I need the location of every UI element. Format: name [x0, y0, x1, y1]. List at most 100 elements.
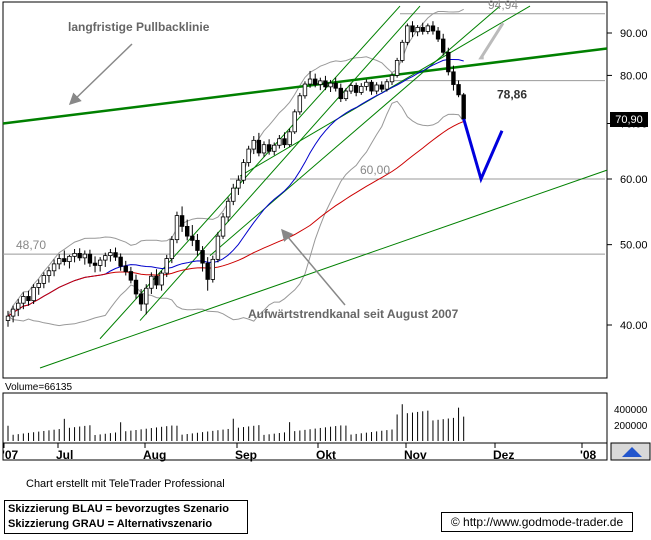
candle-body — [456, 84, 461, 96]
channel-arrow — [281, 228, 346, 306]
grey-scenario-sketch — [478, 22, 505, 60]
channel-mid-line — [209, 5, 501, 256]
candle-body — [261, 144, 267, 154]
candle-body — [348, 85, 354, 92]
price-level-labels: 94,94 78,86 60,00 48,70 — [16, 0, 527, 252]
chart-credit: Chart erstellt mit TeleTrader Profession… — [26, 478, 225, 490]
pullback-annotation: langfristige Pullbacklinie — [68, 20, 210, 34]
candle-body — [62, 258, 67, 263]
candle-body — [415, 27, 420, 33]
scenario-sketches — [462, 22, 505, 184]
candle-body — [92, 262, 98, 266]
candle-body — [97, 259, 103, 266]
bollinger-upper — [7, 8, 464, 317]
copyright-icon: © — [450, 515, 460, 529]
website-link[interactable]: © http://www.godmode-trader.de — [441, 512, 633, 532]
legend-grey: Skizzierung GRAU = Alternativszenario — [8, 518, 213, 530]
moving-averages — [7, 59, 464, 317]
candle-body — [72, 252, 77, 257]
level-label: 60,00 — [360, 163, 390, 177]
candle-body — [379, 84, 384, 90]
candle-body — [225, 200, 231, 218]
x-tick-label: Nov — [404, 448, 427, 462]
candle-body — [287, 131, 292, 146]
candle-body — [210, 258, 215, 280]
candle-body — [312, 78, 318, 85]
candle-body — [446, 51, 451, 73]
legend-blue: Skizzierung BLAU = bevorzugtes Szenario — [8, 503, 229, 515]
candle-body — [297, 95, 303, 113]
candle-body — [154, 275, 159, 286]
candle-body — [389, 75, 395, 83]
candle-body — [123, 265, 128, 272]
candle-body — [440, 38, 446, 53]
candle-body — [118, 256, 123, 267]
candle-body — [159, 272, 164, 286]
channel-upper-line — [139, 5, 421, 321]
candle-body — [430, 25, 436, 32]
candle-body — [246, 148, 251, 163]
candle-body — [190, 235, 195, 241]
candle-body — [67, 255, 72, 263]
y-tick-label: 60.00 — [620, 174, 648, 186]
candle-body — [144, 287, 149, 305]
x-tick-label: Aug — [143, 448, 166, 462]
candle-body — [108, 252, 113, 257]
level-label: 78,86 — [497, 88, 527, 102]
candle-body — [394, 60, 400, 76]
channel-lower-line — [39, 169, 608, 369]
candle-body — [369, 81, 374, 92]
bollinger-lower — [7, 100, 465, 327]
candle-body — [241, 162, 246, 181]
candle-body — [179, 215, 185, 227]
candle-body — [46, 270, 52, 276]
candle-body — [374, 84, 379, 92]
candle-body — [328, 82, 333, 88]
candle-body — [333, 82, 338, 89]
candle-body — [51, 263, 57, 272]
candle-body — [26, 296, 31, 302]
candle-body — [318, 80, 323, 85]
candle-body — [220, 216, 226, 237]
candle-body — [200, 250, 205, 264]
candle-body — [425, 25, 431, 32]
price-panel-frame — [2, 1, 608, 379]
candle-body — [420, 27, 425, 32]
pullback-arrow — [68, 43, 133, 106]
x-axis-panel — [2, 442, 608, 461]
candle-body — [184, 225, 190, 237]
current-price-label: 70,90 — [615, 114, 643, 126]
candle-body — [461, 94, 466, 120]
candle-body — [256, 139, 262, 154]
candle-body — [174, 215, 180, 241]
candle-body — [16, 302, 21, 310]
candle-body — [87, 253, 93, 264]
chevron-up-icon — [622, 447, 642, 457]
candle-body — [338, 87, 343, 100]
long-moving-average — [7, 120, 464, 317]
x-tick-label: Okt — [316, 448, 336, 462]
candle-body — [451, 71, 456, 85]
scenario-legend: Skizzierung BLAU = bevorzugtes Szenario … — [4, 500, 248, 534]
candle-body — [302, 83, 308, 97]
candle-body — [282, 138, 287, 146]
y-tick-label: 40.00 — [620, 320, 648, 332]
current-price-box — [610, 112, 648, 127]
blue-scenario-sketch — [462, 118, 504, 184]
candle-body — [164, 258, 169, 274]
candle-body — [57, 258, 62, 265]
candle-body — [231, 187, 236, 202]
volume-tick-label: 400000 — [614, 405, 648, 416]
candle-body — [292, 111, 297, 133]
y-tick-label: 90.00 — [620, 28, 648, 40]
volume-bars: 400000 200000 — [7, 404, 648, 441]
candle-body — [435, 30, 441, 40]
candle-body — [364, 81, 369, 87]
level-label: 94,94 — [488, 0, 518, 12]
candle-body — [410, 25, 415, 33]
candle-body — [272, 144, 277, 152]
candlestick-series — [5, 21, 466, 327]
candle-body — [77, 252, 82, 259]
